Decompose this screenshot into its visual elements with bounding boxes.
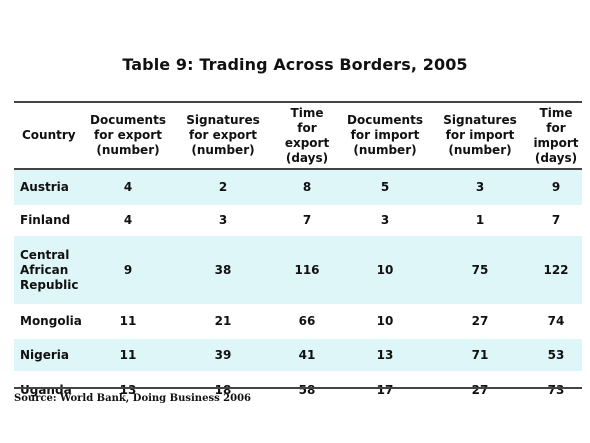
- table-bottom-rule: [14, 387, 582, 389]
- table-row: Finland 4 3 7 3 1 7: [14, 205, 582, 236]
- value-cell: 4: [84, 205, 172, 236]
- header-signatures-import: Signatures for import (number): [430, 103, 530, 168]
- header-time-export: Time for export (days): [274, 103, 340, 168]
- value-cell: 9: [530, 170, 582, 205]
- value-cell: 73: [530, 371, 582, 409]
- value-cell: 27: [430, 304, 530, 339]
- value-cell: 1: [430, 205, 530, 236]
- country-cell: Nigeria: [14, 339, 90, 371]
- value-cell: 3: [430, 170, 530, 205]
- source-note: Source: World Bank, Doing Business 2006: [14, 393, 251, 404]
- value-cell: 58: [274, 371, 340, 409]
- value-cell: 17: [340, 371, 430, 409]
- value-cell: 5: [340, 170, 430, 205]
- value-cell: 9: [84, 236, 172, 304]
- country-cell: Finland: [14, 205, 90, 236]
- value-cell: 3: [172, 205, 274, 236]
- header-documents-import: Documents for import (number): [340, 103, 430, 168]
- trading-table: Country Documents for export (number) Si…: [14, 101, 582, 388]
- header-country: Country: [14, 103, 92, 168]
- country-cell: Mongolia: [14, 304, 90, 339]
- value-cell: 38: [172, 236, 274, 304]
- value-cell: 21: [172, 304, 274, 339]
- table-title: Table 9: Trading Across Borders, 2005: [0, 55, 590, 74]
- value-cell: 11: [84, 304, 172, 339]
- value-cell: 2: [172, 170, 274, 205]
- header-signatures-export: Signatures for export (number): [172, 103, 274, 168]
- value-cell: 10: [340, 236, 430, 304]
- value-cell: 66: [274, 304, 340, 339]
- value-cell: 4: [84, 170, 172, 205]
- value-cell: 41: [274, 339, 340, 371]
- table-row: Central African Republic 9 38 116 10 75 122: [14, 236, 582, 304]
- value-cell: 10: [340, 304, 430, 339]
- value-cell: 27: [430, 371, 530, 409]
- table-row: Austria 4 2 8 5 3 9: [14, 170, 582, 205]
- value-cell: 13: [340, 339, 430, 371]
- table-row: Nigeria 11 39 41 13 71 53: [14, 339, 582, 371]
- table-row: Mongolia 11 21 66 10 27 74: [14, 304, 582, 339]
- value-cell: 11: [84, 339, 172, 371]
- value-cell: 3: [340, 205, 430, 236]
- value-cell: 53: [530, 339, 582, 371]
- value-cell: 74: [530, 304, 582, 339]
- value-cell: 71: [430, 339, 530, 371]
- value-cell: 7: [274, 205, 340, 236]
- value-cell: 116: [274, 236, 340, 304]
- value-cell: 7: [530, 205, 582, 236]
- header-documents-export: Documents for export (number): [84, 103, 172, 168]
- value-cell: 122: [530, 236, 582, 304]
- country-cell: Central African Republic: [14, 236, 90, 304]
- header-time-import: Time for import (days): [530, 103, 582, 168]
- country-cell: Austria: [14, 170, 90, 205]
- value-cell: 8: [274, 170, 340, 205]
- value-cell: 75: [430, 236, 530, 304]
- value-cell: 39: [172, 339, 274, 371]
